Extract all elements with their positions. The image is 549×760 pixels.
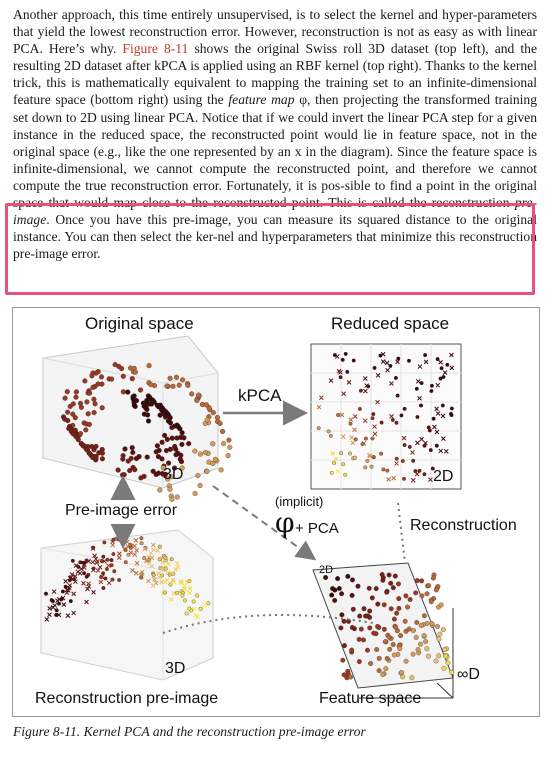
label-3d-top: 3D	[163, 466, 184, 483]
label-reconstruction-pre-image: Reconstruction pre-image	[35, 690, 219, 707]
figure-drawing	[40, 335, 462, 699]
text-segment: . Once you have this pre-image, you can …	[13, 212, 537, 262]
label-feature-space: Feature space	[319, 690, 422, 707]
label-phi: φ	[275, 506, 295, 539]
body-paragraph: Another approach, this time entirely uns…	[13, 6, 537, 262]
label-infinity-d: ∞D	[457, 666, 480, 683]
text-segment: shows the original Swiss roll 3D dataset…	[13, 41, 537, 108]
figure-caption: Figure 8-11. Kernel PCA and the reconstr…	[13, 724, 366, 739]
figure-reference-link[interactable]: Figure 8-11	[122, 41, 189, 57]
label-reduced-space: Reduced space	[331, 314, 450, 333]
label-original-space: Original space	[85, 314, 194, 333]
figure-kernel-pca: Original space Reduced space kPCA 3D 2D …	[12, 307, 540, 717]
text-segment: φ, then projecting the transformed train…	[13, 92, 538, 211]
label-plus-pca: + PCA	[295, 520, 339, 537]
plot-original-space	[42, 335, 233, 502]
paragraph-text: Another approach, this time entirely uns…	[13, 6, 537, 262]
label-2d-plane: 2D	[319, 564, 334, 576]
label-3d-bottom: 3D	[165, 660, 186, 677]
emphasis-feature-map: feature map	[228, 92, 295, 108]
label-reconstruction: Reconstruction	[410, 517, 517, 534]
emphasis-pre-image: pre-image	[13, 195, 537, 228]
text-segment: Another approach, this time entirely uns…	[13, 7, 537, 57]
label-pre-image-error: Pre-image error	[65, 502, 178, 519]
label-2d: 2D	[433, 468, 454, 485]
label-kpca: kPCA	[238, 386, 282, 405]
plot-feature-space	[312, 562, 455, 699]
plot-reconstruction-pre-image	[40, 529, 214, 681]
arrows	[110, 400, 406, 634]
plot-reduced-space	[310, 343, 462, 490]
label-implicit: (implicit)	[275, 494, 324, 509]
highlight-box	[5, 203, 535, 295]
